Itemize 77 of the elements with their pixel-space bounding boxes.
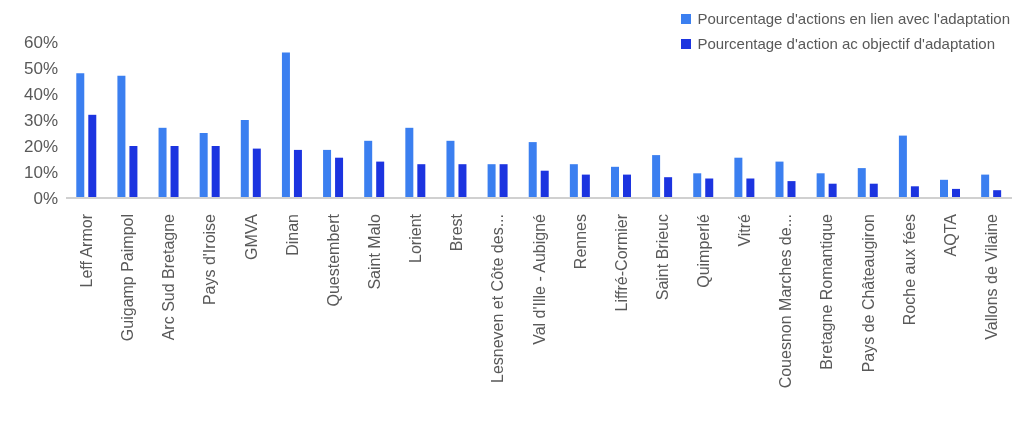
x-tick-label: Saint Brieuc: [653, 214, 671, 301]
bar: [540, 170, 549, 198]
x-tick-label: GMVA: [242, 213, 260, 260]
x-tick-label: Leff Armor: [78, 213, 96, 288]
bar: [581, 174, 590, 198]
bar: [705, 178, 714, 198]
y-tick-label: 0%: [33, 189, 58, 209]
bar: [129, 146, 138, 198]
x-tick-label: Bretagne Romantique: [818, 213, 836, 370]
x-tick-label: Dinan: [283, 214, 301, 256]
y-tick-label: 20%: [23, 137, 58, 157]
bar: [117, 75, 126, 198]
x-tick-label: Guigamp Paimpol: [119, 214, 137, 342]
bar: [364, 140, 373, 198]
x-tick-label: Rennes: [571, 214, 589, 270]
bar: [76, 73, 85, 198]
bar: [211, 146, 220, 198]
x-tick-label: Vallons de Vilaine: [982, 213, 1000, 340]
x-tick-label: Arc Sud Bretagne: [160, 213, 178, 341]
bar: [417, 164, 426, 198]
y-tick-label: 40%: [23, 85, 58, 105]
bar: [88, 114, 97, 198]
bar: [869, 183, 878, 198]
x-tick-label: Pays d'Iroise: [201, 213, 219, 306]
bar: [981, 174, 990, 198]
x-tick-label: Liffré-Cormier: [612, 213, 630, 312]
x-tick-label: Vitré: [736, 213, 754, 247]
bar: [610, 166, 619, 198]
bar: [293, 149, 302, 198]
x-tick-label: Pays de Châteaugiron: [859, 214, 877, 373]
bar: [910, 186, 919, 198]
bar: [487, 164, 496, 198]
x-tick-label: AQTA: [941, 213, 959, 257]
bar: [240, 120, 249, 198]
bar: [446, 140, 455, 198]
y-tick-label: 10%: [23, 163, 58, 183]
bar: [569, 164, 578, 198]
bar: [252, 148, 261, 198]
bar: [376, 161, 385, 198]
y-tick-label: 60%: [23, 33, 58, 53]
bar: [993, 190, 1002, 198]
bar: [693, 173, 702, 198]
bar: [746, 178, 755, 198]
x-tick-label: Saint Malo: [365, 213, 383, 290]
bar: [734, 157, 743, 198]
bar: [828, 183, 837, 198]
bar: [323, 149, 332, 198]
bar: [335, 157, 344, 198]
legend-label: Pourcentage d'actions en lien avec l'adaptation: [697, 10, 1010, 27]
x-tick-label: Roche aux fées: [900, 214, 918, 326]
bar: [652, 155, 661, 198]
bar: [281, 52, 290, 198]
x-tick-label: Brest: [448, 213, 466, 252]
bar: [622, 174, 631, 198]
legend-label: Pourcentage d'action ac objectif d'adaptation: [697, 35, 995, 52]
bar: [170, 146, 179, 198]
bar: [158, 127, 167, 198]
x-tick-label: Questembert: [324, 213, 342, 307]
bar: [816, 173, 825, 198]
bar: [664, 177, 673, 198]
x-tick-label: Lorient: [407, 213, 425, 263]
bar: [857, 168, 866, 198]
bar: [405, 127, 414, 198]
bar: [499, 164, 508, 198]
bar: [775, 161, 784, 198]
x-tick-label: Couesnon Marches de...: [777, 214, 795, 389]
x-tick-label: Quimperlé: [695, 213, 713, 288]
x-tick-label: Lesneven et Côte des...: [489, 214, 507, 383]
bar: [528, 142, 537, 198]
bar: [898, 135, 907, 198]
x-tick-label: Val d'Ille - Aubigné: [530, 213, 548, 345]
bar: [940, 179, 949, 198]
y-tick-label: 50%: [23, 59, 58, 79]
bar: [199, 133, 208, 198]
y-tick-label: 30%: [23, 111, 58, 131]
bar: [787, 181, 796, 198]
bar: [458, 164, 467, 198]
